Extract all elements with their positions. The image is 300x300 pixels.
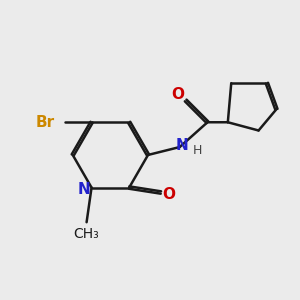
- Text: N: N: [77, 182, 90, 197]
- Text: H: H: [193, 145, 202, 158]
- Text: O: O: [171, 87, 184, 102]
- Text: O: O: [162, 187, 175, 202]
- Text: N: N: [175, 137, 188, 152]
- Text: CH₃: CH₃: [74, 227, 100, 241]
- Text: Br: Br: [35, 115, 55, 130]
